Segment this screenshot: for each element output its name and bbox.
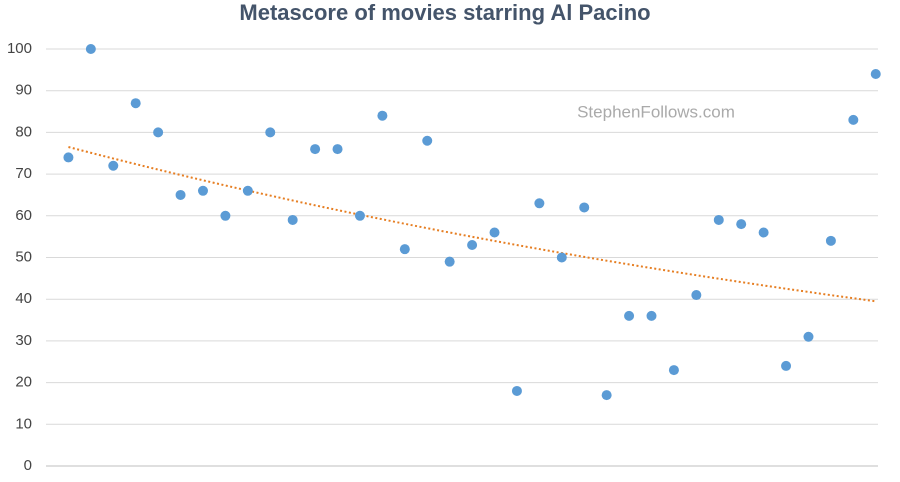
point <box>781 360 792 371</box>
y-tick-label: 100 <box>7 40 32 57</box>
point <box>377 110 388 121</box>
point <box>354 210 365 221</box>
trendline <box>68 146 876 303</box>
point <box>489 227 500 238</box>
point <box>242 185 253 196</box>
point <box>422 135 433 146</box>
point <box>511 385 522 396</box>
point <box>310 144 321 155</box>
watermark: StephenFollows.com <box>577 102 735 121</box>
y-tick-label: 90 <box>15 82 32 99</box>
point <box>63 152 74 163</box>
y-tick-label: 40 <box>15 290 32 307</box>
point <box>758 227 769 238</box>
y-tick-label: 70 <box>15 165 32 182</box>
y-tick-label: 20 <box>15 374 32 391</box>
point <box>534 198 545 209</box>
point <box>803 331 814 342</box>
point <box>624 310 635 321</box>
point <box>848 114 859 125</box>
chart-title: Metascore of movies starring Al Pacino <box>239 0 650 25</box>
point <box>265 127 276 138</box>
y-tick-label: 30 <box>15 332 32 349</box>
y-tick-label: 80 <box>15 123 32 140</box>
point <box>175 189 186 200</box>
point <box>713 214 724 225</box>
y-tick-label: 50 <box>15 248 32 265</box>
point <box>153 127 164 138</box>
point <box>287 214 298 225</box>
point <box>556 252 567 263</box>
point <box>130 98 141 109</box>
point <box>825 235 836 246</box>
y-tick-label: 60 <box>15 207 32 224</box>
point <box>646 310 657 321</box>
point <box>197 185 208 196</box>
point <box>399 244 410 255</box>
point <box>691 290 702 301</box>
point <box>220 210 231 221</box>
point <box>668 365 679 376</box>
y-tick-label: 0 <box>24 457 32 474</box>
point <box>108 160 119 171</box>
point <box>736 219 747 230</box>
point <box>85 44 96 54</box>
point <box>601 390 612 401</box>
point <box>444 256 455 267</box>
point <box>332 144 343 155</box>
point <box>467 239 478 250</box>
y-tick-label: 10 <box>15 415 32 432</box>
point <box>870 69 881 80</box>
point <box>579 202 590 213</box>
